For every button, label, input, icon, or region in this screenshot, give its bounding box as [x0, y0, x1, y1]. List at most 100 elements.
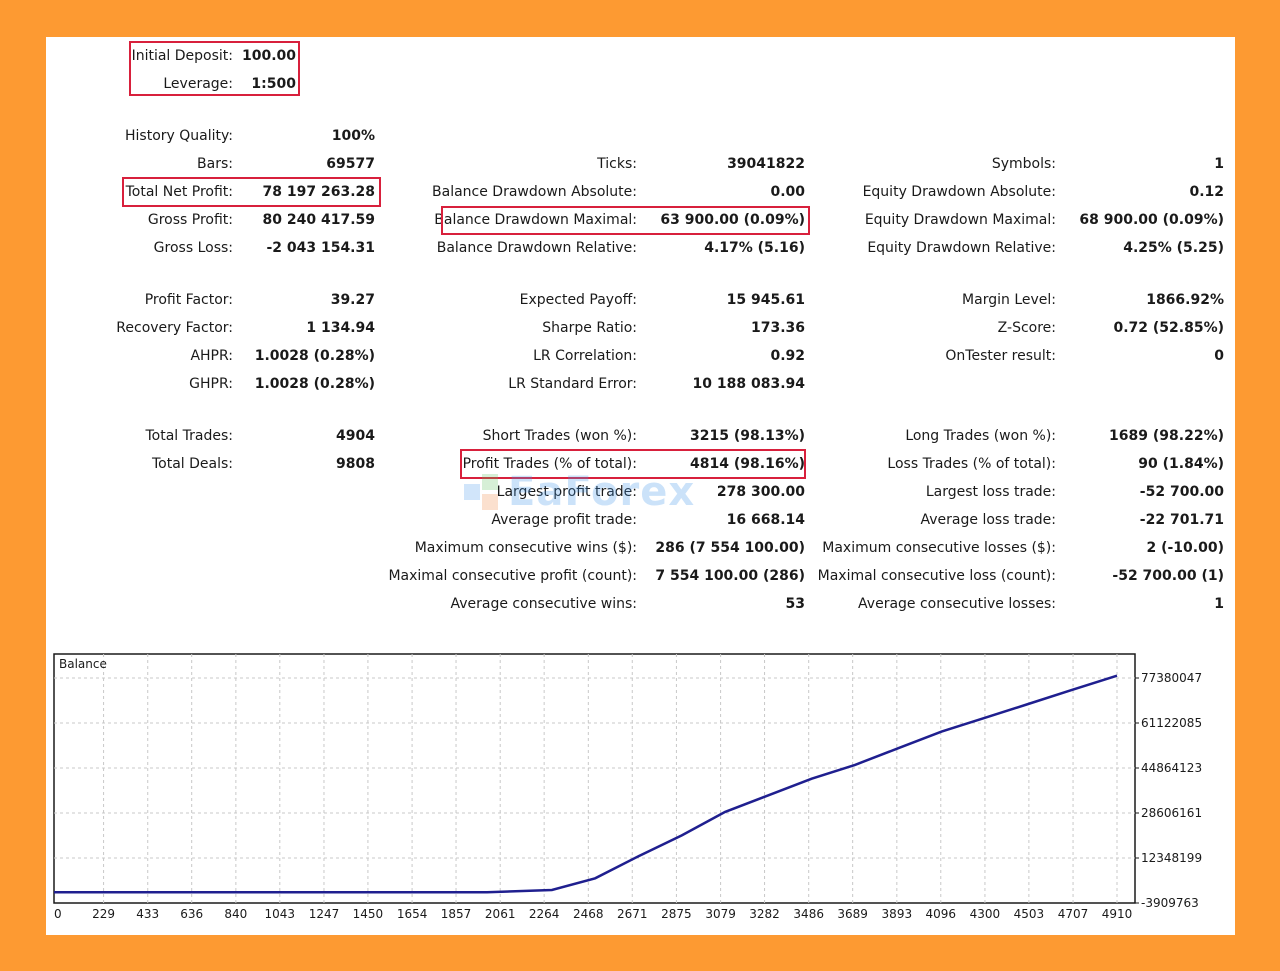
stat-label: Profit Trades (% of total):	[462, 456, 637, 472]
stat-label: LR Correlation:	[533, 348, 637, 364]
x-tick-label: 4096	[925, 907, 956, 921]
stat-value: 1689 (98.22%)	[1109, 428, 1224, 444]
report-row: Largest loss trade: -52 700.00	[0, 480, 1280, 504]
x-tick-label: 3282	[749, 907, 780, 921]
stat-label: History Quality:	[125, 128, 233, 144]
stat-label: Largest profit trade:	[496, 484, 637, 500]
report-row: Maximum consecutive wins ($): 286 (7 554 …	[0, 536, 1280, 560]
x-tick-label: 3486	[793, 907, 824, 921]
setup-highlight-box	[129, 41, 300, 96]
stat-label: OnTester result:	[945, 348, 1056, 364]
stat-value: 3215 (98.13%)	[690, 428, 805, 444]
report-row: LR Standard Error: 10 188 083.94	[0, 372, 1280, 396]
x-tick-label: 1654	[397, 907, 428, 921]
stat-value: 278 300.00	[716, 484, 805, 500]
stat-value: -52 700.00	[1139, 484, 1224, 500]
x-tick-label: 1043	[265, 907, 296, 921]
stat-label: Average consecutive losses:	[858, 596, 1056, 612]
stat-label: LR Standard Error:	[508, 376, 637, 392]
stat-value: 39.27	[330, 292, 375, 308]
stat-value: 39041822	[727, 156, 805, 172]
report-row: Gross Loss: -2 043 154.31	[0, 236, 1280, 260]
profit-trades-highlight-box	[460, 449, 806, 479]
stat-label: Symbols:	[991, 156, 1056, 172]
x-tick-label: 1247	[309, 907, 340, 921]
stat-value: -52 700.00 (1)	[1112, 568, 1224, 584]
stat-value: 1:500	[251, 76, 296, 92]
stat-label: Largest loss trade:	[925, 484, 1056, 500]
report-row: Profit Factor: 39.27	[0, 288, 1280, 312]
stat-label: Gross Loss:	[153, 240, 233, 256]
x-tick-label: 840	[224, 907, 247, 921]
stat-label: Balance Drawdown Relative:	[436, 240, 637, 256]
report-row: Profit Trades (% of total): 4814 (98.16%)	[0, 452, 1280, 476]
eaforex-logo-icon	[464, 474, 498, 510]
stat-label: Equity Drawdown Relative:	[867, 240, 1056, 256]
y-tick-label: 12348199	[1141, 851, 1202, 865]
report-row: Balance Drawdown Absolute: 0.00	[0, 180, 1280, 204]
stat-label: Equity Drawdown Absolute:	[862, 184, 1056, 200]
x-tick-label: 3079	[705, 907, 736, 921]
stat-label: Initial Deposit:	[131, 48, 233, 64]
stat-label: Long Trades (won %):	[905, 428, 1056, 444]
stat-value: 69577	[326, 156, 375, 172]
stat-value: 9808	[336, 456, 375, 472]
stat-label: Balance Drawdown Absolute:	[432, 184, 637, 200]
x-tick-label: 4503	[1014, 907, 1045, 921]
stat-label: Total Net Profit:	[125, 184, 233, 200]
stat-label: Average loss trade:	[920, 512, 1056, 528]
report-row: Average consecutive wins: 53	[0, 592, 1280, 616]
report-row: Total Trades: 4904	[0, 424, 1280, 448]
stat-value: 0.72 (52.85%)	[1113, 320, 1224, 336]
stat-value: 10 188 083.94	[692, 376, 805, 392]
stat-label: Average consecutive wins:	[450, 596, 637, 612]
x-tick-label: 2264	[529, 907, 560, 921]
report-row: Largest profit trade: 278 300.00	[0, 480, 1280, 504]
report-row: Maximal consecutive loss (count): -52 700…	[0, 564, 1280, 588]
stat-value: 16 668.14	[726, 512, 805, 528]
report-row: Equity Drawdown Relative: 4.25% (5.25)	[0, 236, 1280, 260]
x-tick-label: 4707	[1058, 907, 1089, 921]
stat-value: 63 900.00 (0.09%)	[660, 212, 805, 228]
report-row: Expected Payoff: 15 945.61	[0, 288, 1280, 312]
stat-value: 286 (7 554 100.00)	[655, 540, 805, 556]
net-profit-highlight-box	[122, 177, 381, 207]
y-tick-label: -3909763	[1141, 896, 1199, 910]
stat-value: 4.25% (5.25)	[1123, 240, 1224, 256]
stat-value: 0.12	[1189, 184, 1224, 200]
stat-label: Loss Trades (% of total):	[887, 456, 1056, 472]
stat-label: GHPR:	[189, 376, 233, 392]
report-row: Average consecutive losses: 1	[0, 592, 1280, 616]
stat-value: 15 945.61	[726, 292, 805, 308]
stat-value: 78 197 263.28	[262, 184, 375, 200]
report-row: Initial Deposit: 100.00	[0, 44, 1280, 68]
x-tick-label: 433	[136, 907, 159, 921]
stat-label: Total Trades:	[145, 428, 234, 444]
report-row: Balance Drawdown Maximal: 63 900.00 (0.09…	[0, 208, 1280, 232]
stat-value: 1.0028 (0.28%)	[254, 376, 375, 392]
stat-label: Maximal consecutive profit (count):	[388, 568, 637, 584]
report-row: Bars: 69577	[0, 152, 1280, 176]
report-row: Z-Score: 0.72 (52.85%)	[0, 316, 1280, 340]
stat-value: 0	[1214, 348, 1224, 364]
stat-value: 53	[785, 596, 805, 612]
stat-value: 4.17% (5.16)	[704, 240, 805, 256]
x-tick-label: 2875	[661, 907, 692, 921]
x-tick-label: 0	[54, 907, 62, 921]
stat-label: Maximum consecutive losses ($):	[822, 540, 1056, 556]
report-row: Maximal consecutive profit (count): 7 554…	[0, 564, 1280, 588]
report-row: LR Correlation: 0.92	[0, 344, 1280, 368]
watermark: EaForex	[508, 469, 696, 515]
stat-label: Maximal consecutive loss (count):	[817, 568, 1056, 584]
y-tick-label: 77380047	[1141, 671, 1202, 685]
x-tick-label: 3689	[837, 907, 868, 921]
stat-value: 4814 (98.16%)	[690, 456, 805, 472]
stat-label: Total Deals:	[151, 456, 233, 472]
stat-label: Margin Level:	[962, 292, 1056, 308]
report-row: AHPR: 1.0028 (0.28%)	[0, 344, 1280, 368]
balance-series-line	[54, 674, 1118, 894]
stat-label: Gross Profit:	[147, 212, 233, 228]
report-row: Ticks: 39041822	[0, 152, 1280, 176]
y-tick-label: 28606161	[1141, 806, 1202, 820]
